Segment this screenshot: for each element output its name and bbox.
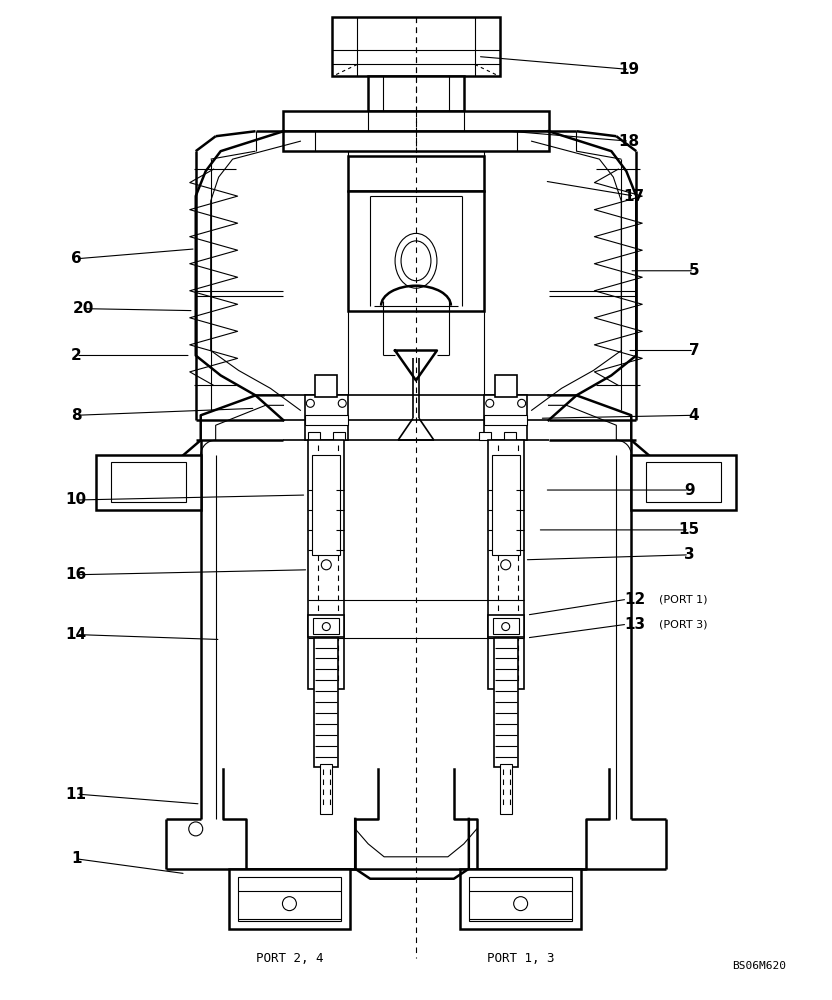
Bar <box>314 618 339 634</box>
Text: 20: 20 <box>72 301 94 316</box>
Bar <box>369 76 463 111</box>
Bar <box>492 455 520 555</box>
Bar <box>284 111 548 131</box>
Bar <box>309 440 344 689</box>
Bar <box>483 415 527 425</box>
Bar <box>332 17 500 76</box>
Text: 17: 17 <box>624 189 645 204</box>
Bar <box>488 440 523 689</box>
Bar <box>309 615 344 637</box>
Text: PORT 2, 4: PORT 2, 4 <box>255 952 323 965</box>
Text: 8: 8 <box>71 408 82 423</box>
Bar <box>631 455 736 510</box>
Text: 9: 9 <box>684 483 695 498</box>
Text: PORT 1, 3: PORT 1, 3 <box>487 952 554 965</box>
Text: (PORT 1): (PORT 1) <box>659 595 708 605</box>
Bar <box>312 455 340 555</box>
Bar <box>334 432 345 440</box>
Text: 7: 7 <box>689 343 700 358</box>
Text: (PORT 3): (PORT 3) <box>659 620 708 630</box>
Bar <box>315 375 337 397</box>
Text: 16: 16 <box>66 567 87 582</box>
Bar <box>349 191 483 311</box>
Bar <box>646 462 721 502</box>
Text: 18: 18 <box>619 134 640 149</box>
Text: BS06M620: BS06M620 <box>732 961 786 971</box>
Bar <box>493 638 518 767</box>
Bar <box>284 131 548 151</box>
Bar <box>478 432 491 440</box>
Text: 3: 3 <box>684 547 695 562</box>
Bar <box>488 615 523 637</box>
Bar <box>503 432 516 440</box>
Bar <box>96 455 201 510</box>
Text: 10: 10 <box>66 492 87 507</box>
Bar <box>309 432 320 440</box>
Bar <box>305 395 349 440</box>
Bar <box>493 618 518 634</box>
Bar <box>320 764 332 814</box>
Text: 5: 5 <box>689 263 700 278</box>
Text: 12: 12 <box>624 592 646 607</box>
Text: 14: 14 <box>66 627 87 642</box>
Text: 1: 1 <box>71 851 82 866</box>
Bar <box>305 415 349 425</box>
Bar <box>468 877 572 921</box>
Text: 15: 15 <box>679 522 700 537</box>
Text: 13: 13 <box>624 617 646 632</box>
Bar <box>495 375 517 397</box>
Bar <box>349 156 483 191</box>
Bar <box>229 869 350 929</box>
Bar <box>500 764 512 814</box>
Bar <box>238 877 341 921</box>
Text: 2: 2 <box>71 348 82 363</box>
Bar <box>314 638 339 767</box>
Bar <box>483 395 527 440</box>
Bar <box>111 462 186 502</box>
Text: 19: 19 <box>619 62 640 77</box>
Text: 11: 11 <box>66 787 87 802</box>
Bar <box>460 869 582 929</box>
Text: 4: 4 <box>689 408 700 423</box>
Text: 6: 6 <box>71 251 82 266</box>
